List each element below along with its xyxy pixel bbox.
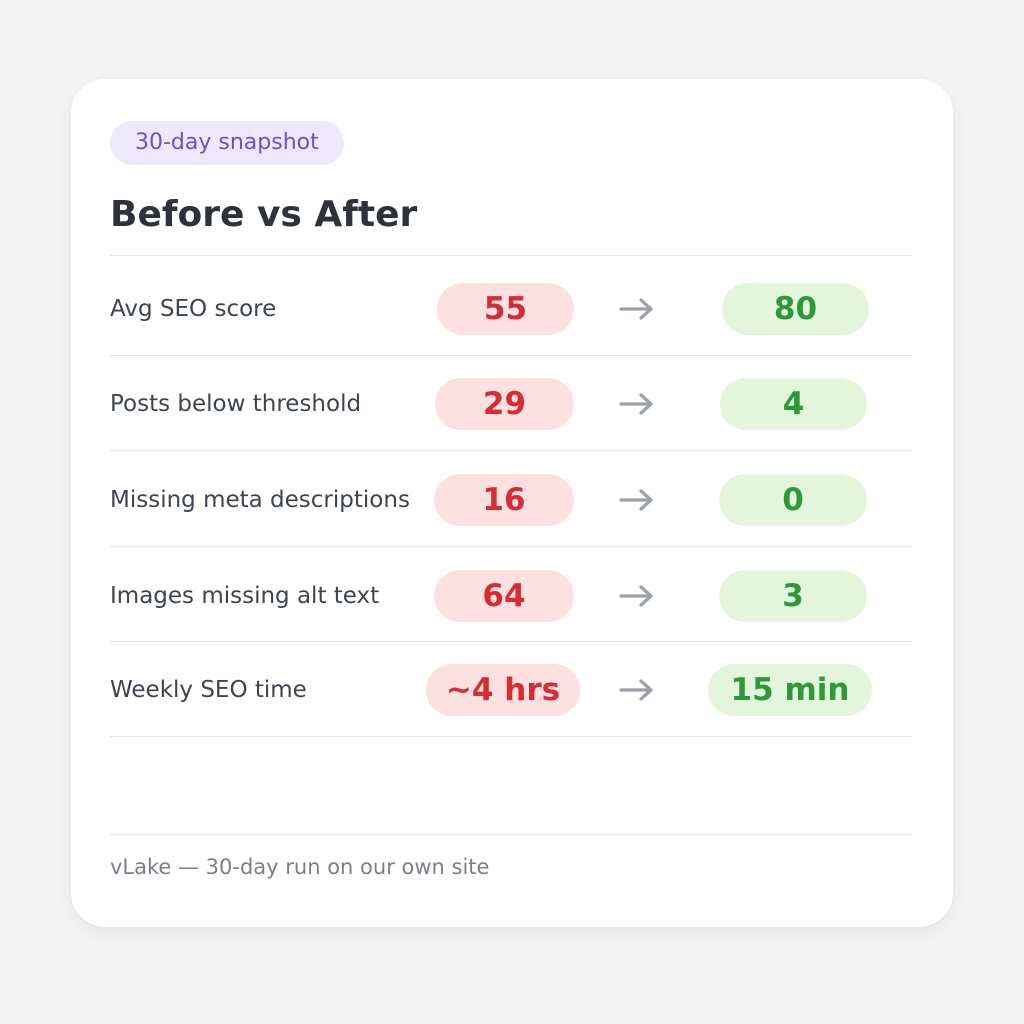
before-value-pill: 64 (434, 570, 574, 622)
snapshot-card: 30-day snapshot Before vs After Avg SEO … (71, 79, 953, 927)
arrow-right-icon (619, 298, 653, 320)
comparison-row-avg-seo-score: Avg SEO score 55 80 (110, 262, 913, 356)
comparison-row-posts-below-threshold: Posts below threshold 29 4 (110, 357, 913, 451)
footer-divider (110, 834, 913, 835)
comparison-row-missing-meta-descriptions: Missing meta descriptions 16 0 (110, 453, 913, 547)
divider (110, 736, 913, 737)
row-label: Images missing alt text (110, 583, 380, 609)
before-value-pill: 29 (435, 378, 574, 430)
arrow-right-icon (619, 585, 653, 607)
after-value-pill: 3 (719, 570, 867, 622)
after-value-pill: 4 (720, 378, 867, 430)
row-label: Avg SEO score (110, 296, 277, 322)
divider (110, 641, 913, 642)
row-label: Missing meta descriptions (110, 487, 410, 513)
divider (110, 450, 913, 451)
snapshot-badge: 30-day snapshot (110, 121, 344, 165)
divider (110, 546, 913, 547)
arrow-right-icon (619, 489, 653, 511)
page-title: Before vs After (110, 194, 418, 235)
arrow-right-icon (619, 679, 653, 701)
after-value-pill: 80 (722, 283, 869, 335)
after-value-pill: 0 (719, 474, 867, 526)
comparison-row-weekly-seo-time: Weekly SEO time ~4 hrs 15 min (110, 643, 913, 737)
before-value-pill: 16 (434, 474, 574, 526)
row-label: Weekly SEO time (110, 677, 307, 703)
divider (110, 255, 913, 256)
divider (110, 355, 913, 356)
before-value-pill: 55 (437, 283, 574, 335)
footer-caption: vLake — 30-day run on our own site (110, 855, 490, 879)
before-value-pill: ~4 hrs (426, 664, 580, 716)
row-label: Posts below threshold (110, 391, 362, 417)
arrow-right-icon (619, 393, 653, 415)
after-value-pill: 15 min (708, 664, 872, 716)
comparison-row-images-missing-alt-text: Images missing alt text 64 3 (110, 549, 913, 643)
